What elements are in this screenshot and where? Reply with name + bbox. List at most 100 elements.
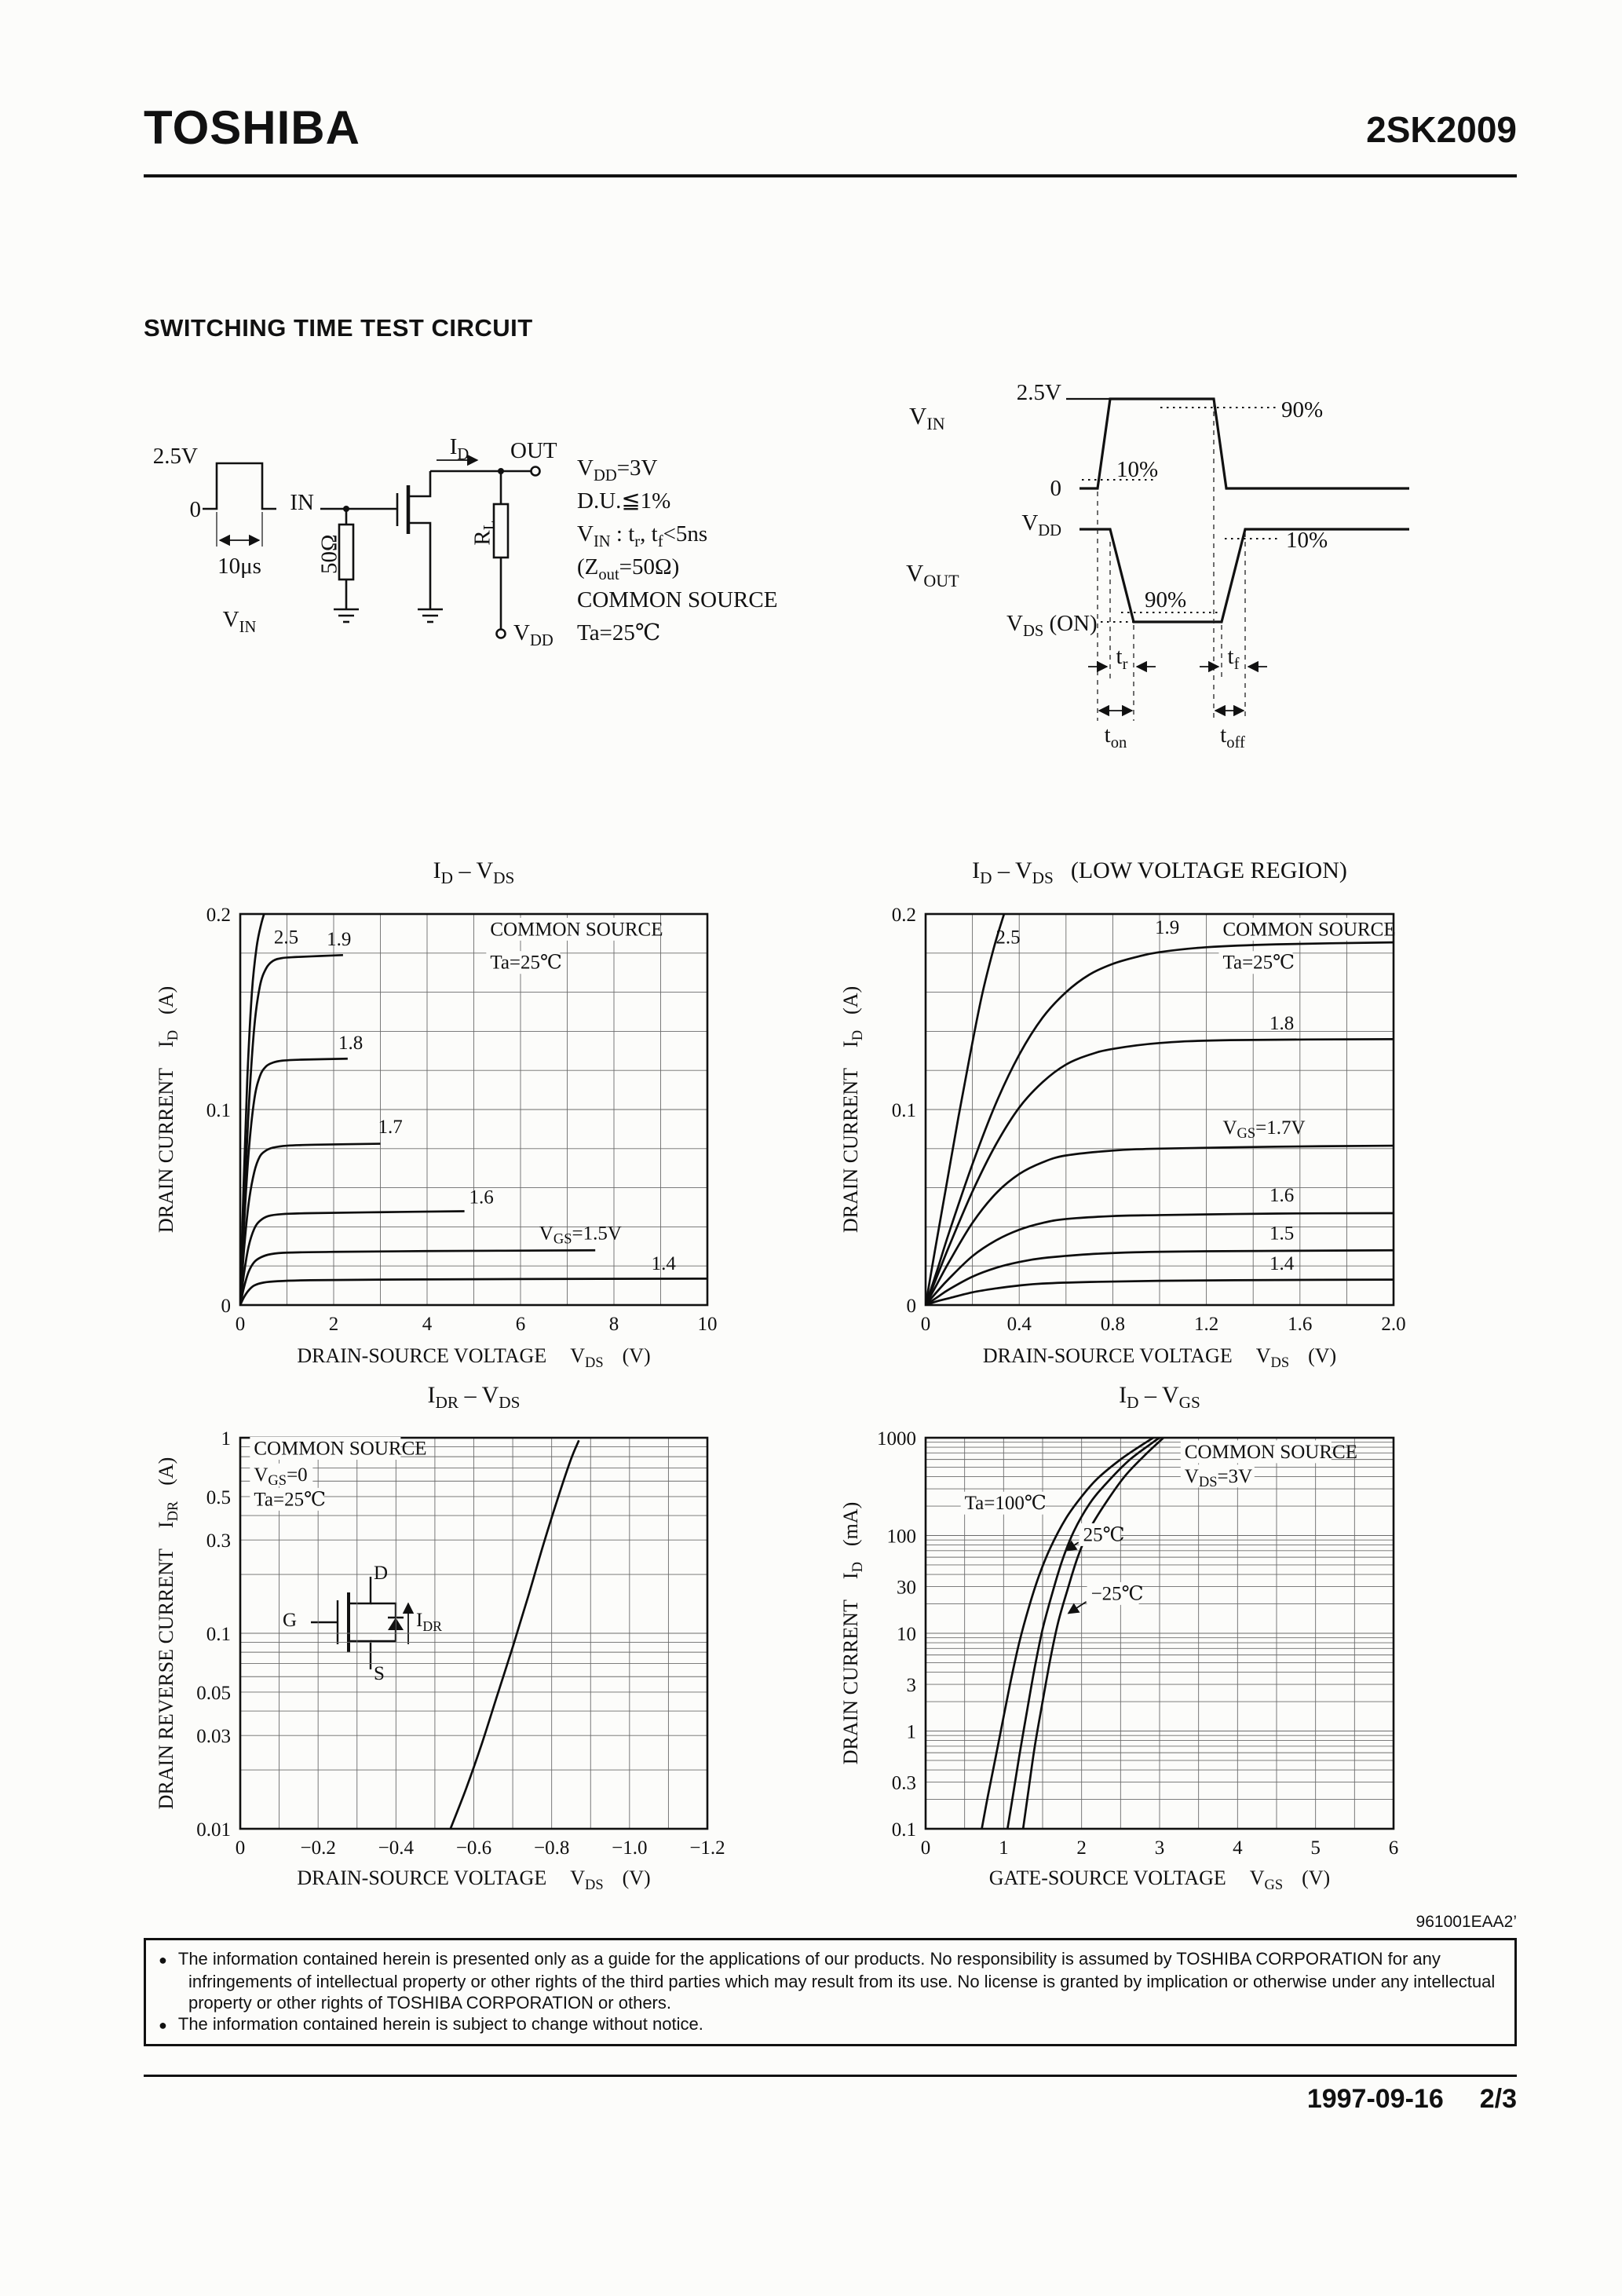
vdd-terminal <box>495 628 506 639</box>
annotation: VDS=3V <box>1185 1466 1252 1490</box>
annotation-bg <box>1079 1523 1120 1546</box>
annotation: −25℃ <box>1091 1583 1144 1604</box>
annotation: COMMON SOURCE <box>254 1438 426 1459</box>
wave-tf-label: tf <box>1227 644 1240 673</box>
axis-label: DRAIN-SOURCE VOLTAGE <box>982 1344 1233 1367</box>
idr-inset-circuit <box>265 1541 446 1701</box>
wave-25v-label: 2.5V <box>1016 380 1061 405</box>
wave-vout-label: VOUT <box>906 559 959 591</box>
annotation: 2.5 <box>995 927 1020 948</box>
y-tick-label: 0.1 <box>206 1624 231 1645</box>
curve-VGS=1.9 <box>925 941 1394 1306</box>
test-condition: COMMON SOURCE <box>577 587 778 612</box>
resistor-rl <box>492 503 510 559</box>
chart4-title-text: ID – VGS <box>1119 1382 1200 1412</box>
page-number: 2/3 <box>1479 2084 1517 2114</box>
x-tick-label: 4 <box>422 1314 433 1335</box>
chart3-x-axis-title: DRAIN-SOURCE VOLTAGE VDS (V) <box>240 1866 707 1893</box>
x-tick-label: −0.2 <box>300 1837 335 1859</box>
curve-Ta=-25C <box>1021 1437 1164 1830</box>
plot-border <box>239 1436 709 1830</box>
toshiba-logo: TOSHIBA <box>144 101 360 154</box>
curve-Ta=25C <box>1006 1437 1160 1830</box>
inset-source-label: S <box>374 1663 385 1684</box>
annotation: 1.9 <box>1155 917 1179 938</box>
pulse-zero-label: 0 <box>189 497 202 522</box>
y-tick-label: 1 <box>221 1428 232 1450</box>
x-tick-label: 0 <box>921 1837 931 1859</box>
axis-symbol: ID <box>155 1029 181 1047</box>
wave-10pct-bot-label: 10% <box>1286 528 1328 553</box>
y-tick-label: 0.1 <box>892 1100 916 1121</box>
annotation-bg <box>250 1436 401 1460</box>
vdd-label: VDD <box>513 620 553 649</box>
x-tick-label: 2.0 <box>1381 1314 1405 1335</box>
disclaimer-text-1: The information contained herein is pres… <box>177 1949 1496 2013</box>
annotation: 25℃ <box>1083 1524 1125 1545</box>
x-tick-label: 1.6 <box>1288 1314 1312 1335</box>
inset-gate-label: G <box>283 1610 298 1631</box>
disclaimer-box: ● The information contained herein is pre… <box>144 1938 1517 2046</box>
y-tick-label: 1000 <box>877 1428 916 1450</box>
test-condition: Ta=25℃ <box>577 620 661 645</box>
x-tick-label: 0.4 <box>1007 1314 1032 1335</box>
annotation: 1.8 <box>338 1033 363 1054</box>
in-label: IN <box>290 490 314 515</box>
annotation: 1.6 <box>469 1187 494 1208</box>
y-tick-label: 0.3 <box>892 1773 916 1794</box>
vin-trace <box>1080 397 1409 490</box>
annotation-bg <box>1180 1464 1255 1488</box>
vout-trace <box>1080 528 1409 623</box>
curve-VGS=1.9 <box>239 953 343 1306</box>
chart3-title: IDR – VDS <box>240 1382 707 1412</box>
y-tick-label: 0.2 <box>892 905 916 926</box>
curve-VGS=2.5 <box>925 913 1006 1306</box>
wave-zero-label: 0 <box>1050 476 1062 501</box>
out-label: OUT <box>510 438 557 463</box>
annotation: 1.5 <box>1269 1223 1294 1245</box>
y-tick-label: 0.03 <box>196 1726 231 1747</box>
pulse-amplitude-label: 2.5V <box>152 444 198 469</box>
axis-symbol: ID <box>839 1562 866 1580</box>
plot-border <box>239 912 709 1307</box>
annotation-bg <box>1218 917 1370 941</box>
chart1-title: ID – VDS <box>240 857 707 887</box>
inset-drain-label: D <box>374 1563 389 1584</box>
axis-symbol: VDS <box>570 1866 604 1893</box>
wave-90pct-top-label: 90% <box>1281 397 1324 422</box>
axis-label: DRAIN CURRENT <box>839 1600 862 1765</box>
y-tick-label: 100 <box>887 1526 917 1548</box>
ground-icon <box>418 608 443 623</box>
chart-id_vds_lvr: COMMON SOURCE Ta=25℃ 2.5 1.9 1.8 VGS=1.7V 1.6 1… <box>892 905 1406 1335</box>
bullet-icon: ● <box>159 1952 167 1968</box>
wave-ton-label: ton <box>1104 722 1127 751</box>
axis-symbol: ID <box>839 1029 866 1047</box>
wave-vdson-label: VDS (ON) <box>1006 611 1098 640</box>
axis-label: DRAIN CURRENT <box>155 1067 177 1234</box>
axis-label: DRAIN-SOURCE VOLTAGE <box>297 1344 547 1367</box>
annotation: 1.7 <box>378 1117 403 1138</box>
annotation-arrow <box>1065 1540 1080 1552</box>
chart3-title-text: IDR – VDS <box>427 1382 521 1412</box>
chart3-y-axis-title: DRAIN REVERSE CURRENT IDR (A) <box>155 1438 181 1829</box>
x-tick-label: −1.0 <box>612 1837 647 1859</box>
axis-unit: (V) <box>1308 1344 1337 1367</box>
switching-test-circuit-drawing <box>203 454 541 639</box>
disclaimer-text-2: The information contained herein is subj… <box>177 2014 703 2034</box>
bullet-icon: ● <box>159 2017 167 2033</box>
curve-VGS=2.5 <box>239 913 266 1306</box>
curve-VGS=1.4 <box>239 1278 708 1306</box>
y-tick-label: 0 <box>907 1296 917 1317</box>
chart1-y-axis-title: DRAIN CURRENT ID (A) <box>155 914 181 1305</box>
header-rule <box>144 174 1517 177</box>
r50-label: 50Ω <box>316 534 342 574</box>
timing-guides <box>1097 402 1246 721</box>
y-tick-label: 0.3 <box>206 1530 231 1552</box>
annotation: COMMON SOURCE <box>1222 919 1395 940</box>
annotation: 1.8 <box>1269 1013 1294 1034</box>
annotation: VGS=1.5V <box>539 1223 622 1248</box>
curve-VGS=1.8 <box>239 1057 348 1306</box>
x-tick-label: 5 <box>1310 1837 1321 1859</box>
x-tick-label: 0 <box>236 1837 246 1859</box>
y-tick-label: 0.2 <box>206 905 231 926</box>
